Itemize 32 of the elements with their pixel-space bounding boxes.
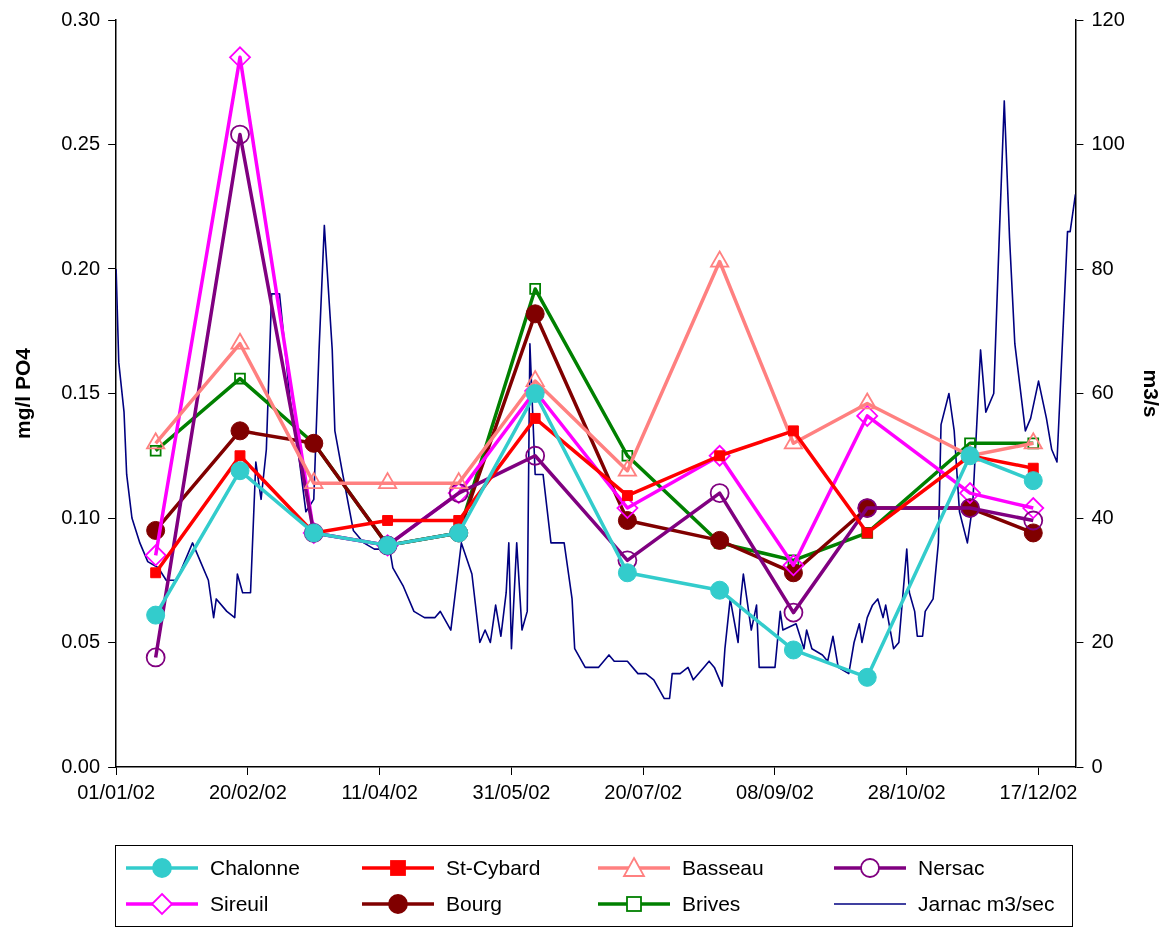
- y2-tick-label: 80: [1091, 256, 1114, 279]
- y2-axis-title: m3/s: [1139, 369, 1163, 418]
- y-tick-label: 0.05: [61, 630, 101, 653]
- legend-label: Brives: [682, 892, 741, 916]
- x-tick-label: 08/09/02: [736, 780, 814, 803]
- legend-label: Bourg: [446, 892, 503, 916]
- legend-label: St-Cybard: [446, 856, 541, 880]
- x-tick-label: 20/02/02: [208, 780, 287, 803]
- y2-tick-label: 120: [1091, 7, 1125, 30]
- legend-label: Chalonne: [210, 856, 300, 880]
- y-axis-title: mg/l PO4: [11, 347, 35, 440]
- x-tick-label: 31/05/02: [472, 780, 551, 803]
- legend-label: Jarnac m3/sec: [918, 892, 1055, 916]
- y2-tick-label: 100: [1091, 132, 1125, 155]
- y2-tick-label: 40: [1091, 505, 1114, 528]
- y-tick-label: 0.20: [61, 256, 101, 279]
- y-tick-label: 0.15: [61, 381, 101, 404]
- y2-tick-label: 0: [1091, 754, 1103, 777]
- legend-label: Nersac: [918, 856, 985, 880]
- y-tick-label: 0.00: [61, 754, 101, 777]
- x-tick-label: 28/10/02: [867, 780, 946, 803]
- x-tick-label: 17/12/02: [999, 780, 1078, 803]
- y2-tick-label: 60: [1091, 381, 1114, 404]
- y-tick-label: 0.30: [61, 7, 101, 30]
- legend-label: Sireuil: [210, 892, 269, 916]
- y2-tick-label: 20: [1091, 630, 1114, 653]
- x-tick-label: 11/04/02: [341, 780, 418, 803]
- x-tick-label: 20/07/02: [604, 780, 683, 803]
- x-tick-label: 01/01/02: [77, 780, 156, 803]
- y-tick-label: 0.25: [61, 132, 101, 155]
- legend-label: Basseau: [682, 856, 764, 880]
- y-tick-label: 0.10: [61, 505, 101, 528]
